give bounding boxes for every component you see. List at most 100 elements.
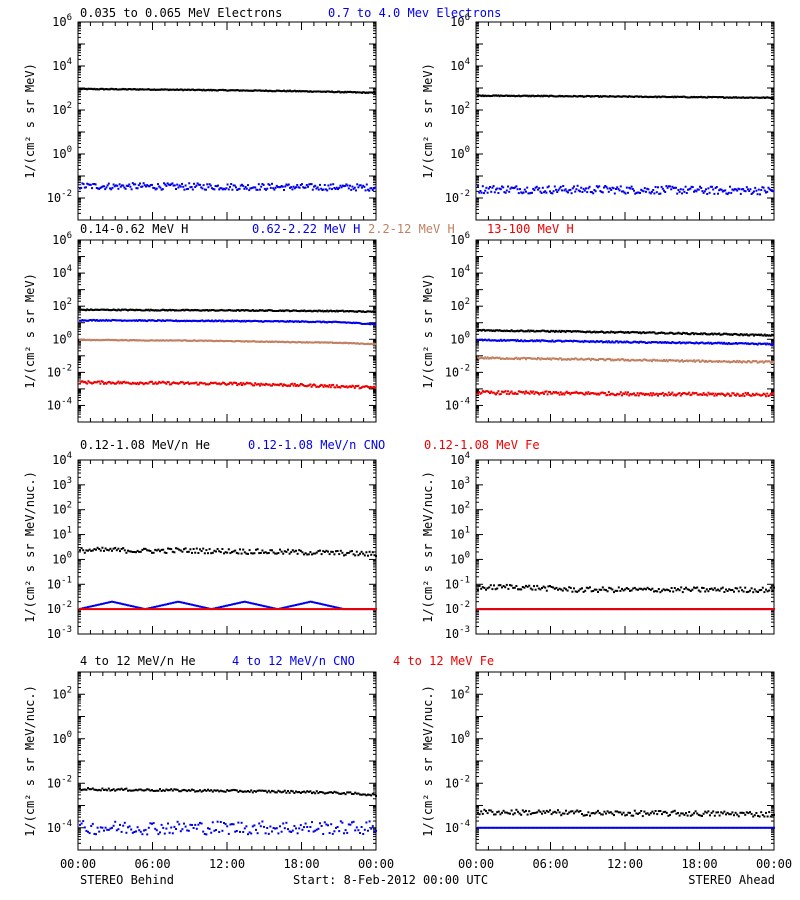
data-point	[588, 185, 591, 188]
data-point	[361, 386, 363, 389]
data-point	[567, 95, 569, 98]
data-point	[711, 342, 713, 345]
data-point	[278, 320, 281, 323]
data-point	[202, 88, 205, 91]
data-point	[598, 185, 601, 188]
data-point	[293, 608, 296, 611]
data-point	[591, 331, 593, 334]
data-point	[213, 549, 216, 552]
data-point	[352, 342, 355, 344]
data-point	[336, 608, 339, 611]
data-point	[80, 608, 83, 611]
data-point	[171, 88, 174, 91]
data-point	[540, 339, 543, 342]
data-point	[170, 309, 173, 312]
data-point	[189, 319, 192, 322]
data-point	[165, 88, 168, 91]
data-point	[563, 340, 566, 343]
y-tick-label: 100	[450, 330, 470, 346]
data-point	[122, 608, 125, 611]
data-point	[673, 587, 676, 589]
data-point	[321, 90, 324, 93]
data-point	[279, 382, 282, 385]
data-point	[109, 547, 112, 550]
data-point	[367, 91, 369, 94]
data-point	[296, 603, 299, 606]
data-point	[201, 187, 204, 190]
legend-label: 0.12-1.08 MeV/n He	[80, 438, 210, 452]
data-point	[170, 548, 173, 551]
data-point	[195, 547, 198, 550]
data-point	[263, 320, 266, 323]
data-point	[562, 358, 565, 361]
data-point	[635, 394, 638, 397]
data-point	[367, 188, 369, 191]
data-point	[607, 95, 610, 98]
data-point	[253, 309, 255, 312]
data-point	[517, 192, 520, 195]
data-point	[291, 320, 294, 323]
data-point	[741, 333, 743, 336]
data-point	[519, 358, 521, 361]
data-point	[235, 340, 237, 342]
data-point	[631, 95, 634, 98]
data-point	[350, 91, 353, 93]
data-point	[485, 390, 488, 393]
data-point	[498, 187, 501, 190]
data-point	[231, 188, 234, 191]
y-tick-label: 104	[450, 451, 470, 467]
data-point	[226, 608, 229, 611]
data-point	[304, 90, 307, 93]
data-point	[556, 330, 559, 333]
data-point	[550, 358, 553, 361]
data-point	[289, 89, 291, 92]
data-point	[571, 187, 574, 190]
data-point	[335, 320, 338, 323]
series-3	[79, 380, 377, 390]
data-point	[163, 381, 165, 384]
data-point	[576, 392, 579, 394]
data-point	[616, 95, 619, 98]
data-point	[659, 392, 662, 395]
data-point	[505, 329, 508, 332]
data-point	[106, 548, 109, 551]
data-point	[719, 342, 722, 345]
data-point	[313, 341, 315, 344]
data-point	[106, 601, 109, 604]
data-point	[195, 608, 198, 611]
data-point	[225, 309, 228, 312]
data-point	[299, 184, 302, 186]
data-point	[232, 608, 235, 611]
data-point	[177, 309, 180, 312]
data-point	[619, 391, 622, 394]
data-point	[193, 319, 195, 322]
data-point	[255, 548, 257, 551]
data-point	[301, 90, 303, 93]
data-point	[144, 608, 147, 611]
data-point	[641, 331, 644, 334]
data-point	[360, 550, 363, 553]
data-point	[664, 95, 667, 98]
data-point	[694, 392, 697, 395]
data-point	[754, 96, 757, 99]
data-point	[197, 88, 200, 91]
data-point	[583, 189, 586, 192]
data-point	[645, 342, 647, 344]
data-point	[504, 191, 507, 194]
data-point	[365, 343, 368, 345]
data-point	[344, 90, 347, 93]
data-point	[350, 386, 353, 388]
data-point	[574, 590, 577, 593]
data-point	[558, 357, 561, 360]
data-point	[760, 360, 763, 363]
data-point	[268, 184, 271, 186]
data-point	[550, 192, 553, 194]
data-point	[299, 309, 302, 312]
data-point	[730, 333, 733, 336]
data-point	[583, 331, 586, 334]
data-point	[577, 330, 580, 333]
data-point	[521, 329, 524, 332]
data-point	[135, 187, 138, 190]
legend-label: 0.14-0.62 MeV H	[80, 222, 188, 236]
data-point	[641, 359, 644, 362]
